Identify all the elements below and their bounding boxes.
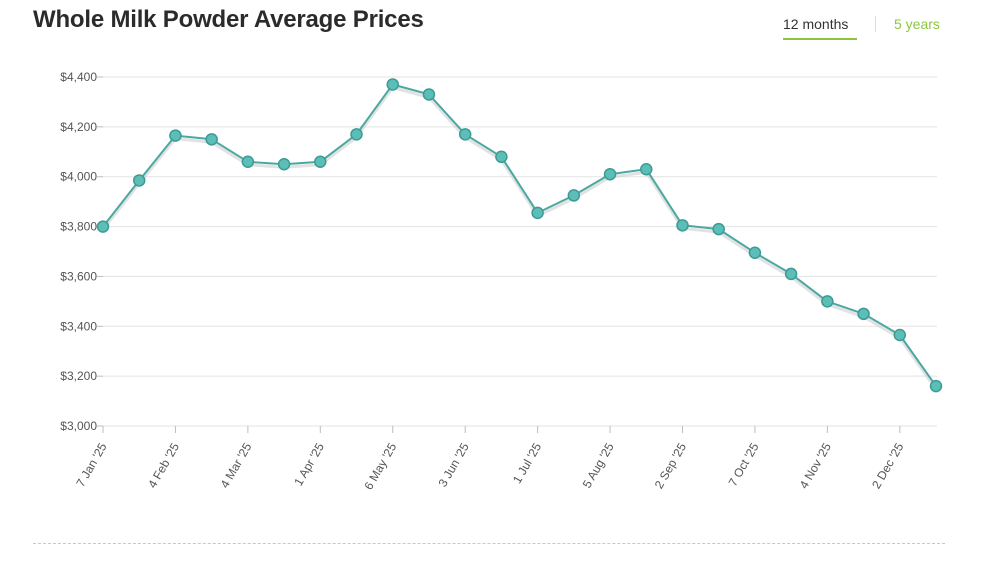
series-line — [102, 83, 937, 387]
tab-12-months[interactable]: 12 months — [783, 16, 849, 32]
x-tick-label: 1 Jul '25 — [510, 440, 544, 486]
x-tick-label: 4 Nov '25 — [797, 440, 834, 491]
data-point — [277, 158, 291, 171]
y-axis: $3,000 $3,200 $3,400 $3,600 $3,800 $4,000 $4,2… — [60, 70, 103, 433]
x-tick-label: 6 May '25 — [361, 440, 399, 492]
y-tick-label: $3,800 — [60, 220, 97, 234]
data-point — [241, 155, 255, 169]
x-tick-label: 7 Jan '25 — [73, 440, 109, 489]
data-point — [96, 220, 110, 233]
y-tick-label: $4,000 — [60, 170, 97, 184]
x-tick-label: 7 Oct '25 — [726, 440, 762, 489]
data-point — [676, 219, 689, 232]
x-tick-label: 1 Apr '25 — [291, 440, 327, 488]
data-point — [205, 133, 218, 146]
series-line-shadow — [101, 86, 938, 390]
data-point — [386, 78, 399, 91]
x-tick-label: 3 Jun '25 — [435, 440, 471, 489]
data-point — [350, 128, 363, 141]
x-tick-label: 4 Mar '25 — [218, 440, 255, 490]
x-tick-label: 5 Aug '25 — [580, 440, 617, 490]
y-tick-label: $4,200 — [60, 120, 97, 134]
y-tick-label: $3,200 — [60, 369, 97, 383]
data-point — [603, 167, 617, 181]
data-point — [169, 129, 182, 142]
gridlines — [103, 76, 937, 427]
data-point — [495, 150, 508, 164]
x-axis: 7 Jan '25 4 Feb '25 4 Mar '25 1 Apr '25 6 Ma… — [73, 426, 907, 492]
chart-title: Whole Milk Powder Average Prices — [33, 6, 424, 33]
y-tick-label: $4,400 — [60, 70, 97, 84]
price-series — [96, 78, 943, 393]
y-tick-label: $3,400 — [60, 319, 97, 333]
data-point — [640, 162, 653, 176]
data-point — [893, 328, 907, 342]
data-point — [567, 189, 581, 202]
data-point — [314, 155, 327, 169]
data-point — [458, 128, 472, 141]
bottom-divider — [33, 543, 945, 544]
data-point — [929, 379, 943, 393]
x-tick-label: 2 Sep '25 — [652, 440, 689, 491]
tab-separator — [875, 16, 876, 32]
data-point — [857, 307, 870, 321]
data-point — [422, 88, 436, 101]
y-tick-label: $3,000 — [60, 419, 97, 433]
data-point — [748, 246, 762, 259]
x-tick-label: 2 Dec '25 — [869, 440, 906, 491]
data-point — [821, 295, 834, 308]
data-point — [784, 267, 798, 281]
tab-5-years[interactable]: 5 years — [894, 16, 940, 32]
data-point — [132, 174, 146, 187]
active-tab-underline — [783, 38, 857, 40]
data-point — [712, 222, 725, 236]
data-point — [531, 206, 544, 220]
y-tick-label: $3,600 — [60, 269, 97, 283]
x-tick-label: 4 Feb '25 — [145, 440, 182, 490]
